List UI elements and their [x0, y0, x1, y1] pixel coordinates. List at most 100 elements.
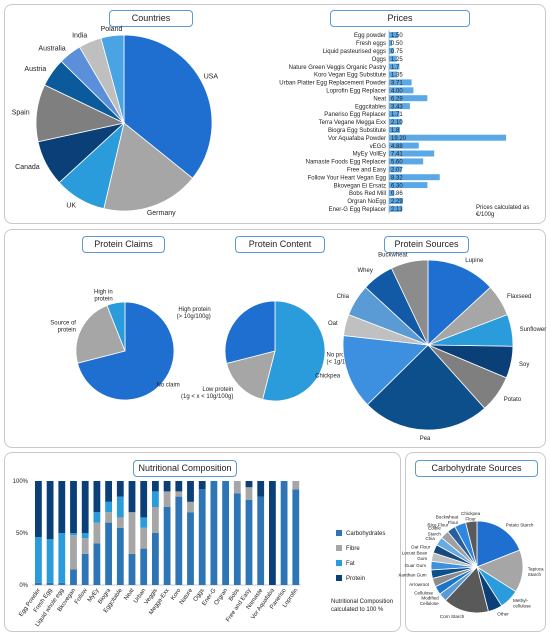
protein-sources-pie-chart: Lupine Flaxseed Sunflower Soy Potato Pea Chick…: [315, 252, 546, 442]
prices-category-label: Free and Easy: [347, 168, 386, 174]
protein_sources-slice-6: [342, 335, 429, 406]
nutrition-bar-carbohydrates: [175, 496, 183, 585]
countries-slice-8: [100, 34, 125, 124]
protein_sources-label-3: Soy: [519, 362, 529, 368]
carbohydrate_sources-slice-16: [465, 520, 478, 568]
protein_content-slice-2: [224, 300, 276, 364]
countries-slice-1: [103, 122, 194, 212]
prices-value-label: 1.71: [391, 112, 403, 118]
nutrition-bar-fibre: [175, 491, 183, 497]
prices-note-line2: €/100g: [476, 212, 495, 218]
carbohydrate_sources-label-7: Arrowroot: [409, 582, 430, 587]
protein_content-label-2-1: (> 10g/100g): [177, 314, 211, 320]
nutrition-bar-protein: [93, 481, 101, 513]
prices-bar: [389, 63, 400, 70]
nutrition-bar-fibre: [105, 512, 112, 523]
protein_sources-slice-0: [427, 259, 492, 346]
prices-value-label: 2.10: [391, 120, 403, 126]
nutrition-bar-protein: [116, 481, 124, 497]
nutrition-bar-carbohydrates: [46, 582, 54, 585]
nutrition-bar-protein: [152, 481, 159, 492]
prices-bar: [389, 174, 440, 181]
nutrition-bar-carbohydrates: [187, 512, 194, 585]
prices-value-label: 0.50: [391, 41, 403, 47]
protein-claims-title: Protein Claims: [82, 236, 165, 253]
prices-category-label: Vor Aquafaba Powder: [328, 136, 386, 142]
prices-bar: [389, 142, 419, 149]
carbohydrate_sources-label-10: Locust Bean: [402, 551, 428, 556]
carbohydrate-sources-pie-chart: Potato StarchTapiocaStarchMethyl-cellulo…: [398, 511, 544, 619]
prices-bar: [389, 111, 400, 117]
nutrition-bar-fibre: [81, 538, 89, 554]
nutrition-bar-fibre: [70, 535, 77, 570]
protein_sources-label-8: Chia: [337, 294, 350, 300]
protein_claims-slice-1: [75, 304, 126, 364]
protein_content-slice-1: [226, 350, 276, 400]
nutrition-bar-fat: [46, 539, 54, 583]
prices-bar: [389, 205, 402, 212]
prices-category-label: Neat: [373, 96, 386, 102]
prices-bar: [389, 197, 403, 204]
prices-category-label: Bkovegan Ei Ersatz: [334, 183, 386, 189]
prices-bar-chart: Egg powder 1.50 Fresh eggs 0.50 Liquid paste…: [279, 30, 507, 214]
countries-title: Countries: [109, 10, 193, 27]
protein_content-label-0: No protein: [327, 353, 355, 359]
protein_claims-label-0: No claim: [156, 383, 179, 389]
carbohydrate_sources-label-16: Chickpea: [461, 511, 481, 516]
prices-category-label: Paneriso Egg Replacer: [324, 112, 386, 118]
nutrition-bar-fibre: [233, 481, 241, 494]
protein_claims-label-2-1: protein: [94, 296, 112, 302]
nutrition-bar-fat: [70, 533, 77, 536]
carbohydrate_sources-label-4: Corn Starch: [440, 614, 465, 619]
nutrition-bar-fat: [152, 491, 159, 507]
nutrition-bar-protein: [70, 481, 77, 533]
nutrition-bar-carbohydrates: [198, 489, 206, 585]
protein_sources-slice-5: [366, 344, 486, 431]
legend-label-fat: Fat: [346, 561, 355, 567]
nutrition-bar-protein: [269, 481, 276, 585]
nutrition-bar-protein: [58, 481, 66, 533]
prices-bar: [389, 182, 428, 189]
prices-bar: [389, 166, 402, 173]
protein_sources-label-10: Buckwheat: [378, 252, 408, 258]
prices-bar: [389, 95, 428, 102]
protein_sources-label-4: Potato: [504, 397, 522, 403]
protein_sources-label-0: Lupine: [465, 258, 484, 264]
nutrition-bar-fibre: [116, 517, 124, 528]
prices-category-label: MyEy VollEy: [353, 152, 386, 158]
protein_claims-slice-0: [77, 301, 175, 401]
nutrition-bar-protein: [175, 481, 183, 492]
protein_claims-label-2: High in: [94, 289, 113, 295]
carbohydrate_sources-label-11: Oat Flour: [411, 544, 431, 549]
nutrition-bar-protein: [105, 481, 112, 502]
countries-label-0: USA: [204, 73, 219, 80]
prices-bar: [389, 39, 393, 46]
carbohydrate_sources-label-1-1: Starch: [528, 572, 542, 577]
nutrition-ytick: 100%: [13, 479, 29, 485]
nutrition-bar-protein: [46, 481, 54, 540]
prices-value-label: 6.29: [391, 96, 403, 102]
prices-value-label: 4.00: [391, 89, 403, 95]
nutrition-bar-carbohydrates: [70, 569, 77, 585]
legend-swatch-fat: [336, 560, 342, 566]
nutrition-bar-fat: [116, 496, 124, 518]
prices-note-line1: Prices calculated as: [476, 205, 530, 211]
carbohydrate_sources-label-9: Guar Gum: [405, 563, 427, 568]
legend-swatch-protein: [336, 575, 342, 581]
protein_claims-label-1-1: protein: [58, 328, 76, 334]
prices-value-label: 2.13: [391, 207, 403, 213]
prices-value-label: 0.75: [391, 49, 403, 55]
prices-title: Prices: [330, 10, 470, 27]
countries-label-8: Poland: [101, 26, 123, 33]
countries-label-4: Spain: [12, 109, 30, 116]
protein_sources-label-1: Flaxseed: [507, 294, 531, 300]
nutrition-bar-fat: [58, 533, 66, 583]
prices-category-label: Namaste Foods Egg Replacer: [306, 160, 386, 166]
prices-value-label: 1.8: [391, 128, 400, 134]
prices-category-label: Loprofin Egg Replacer: [326, 89, 386, 95]
prices-category-label: vEGG: [370, 144, 387, 150]
nutrition-bar-fibre: [140, 527, 148, 549]
prices-value-label: 8.32: [391, 175, 403, 181]
nutrition-ytick: 0%: [19, 583, 28, 589]
prices-bar: [389, 134, 507, 141]
